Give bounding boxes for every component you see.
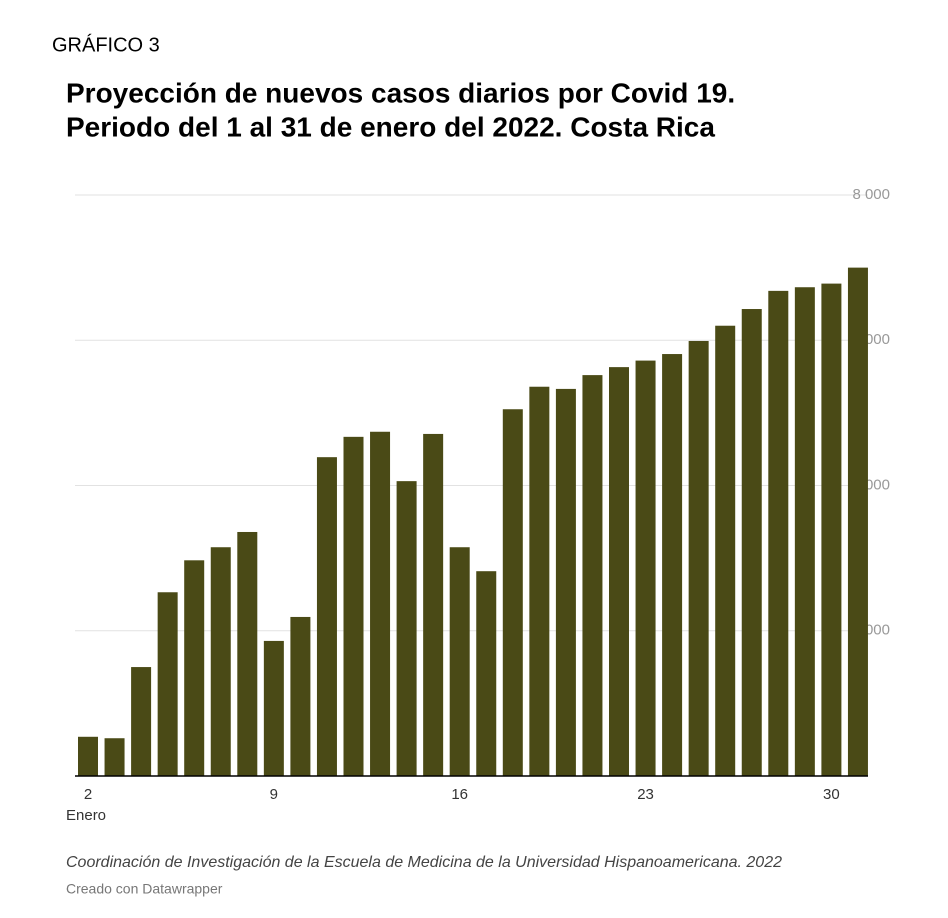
chart-title: Proyección de nuevos casos diarios por C…: [66, 77, 735, 108]
x-tick-label: 9: [270, 786, 278, 803]
x-tick-label: 30: [823, 786, 840, 803]
bar: [768, 290, 789, 776]
bar: [847, 267, 868, 776]
bar: [290, 616, 311, 776]
x-tick-label: 2: [84, 786, 92, 803]
bar: [316, 457, 337, 776]
bar: [184, 560, 205, 776]
bar: [529, 386, 550, 776]
chart-title: Periodo del 1 al 31 de enero del 2022. C…: [66, 111, 715, 142]
bar: [555, 388, 576, 776]
bar: [370, 431, 391, 776]
chart-label: GRÁFICO 3: [52, 33, 160, 56]
bar: [157, 592, 178, 776]
x-tick-label: 16: [451, 786, 468, 803]
bar: [210, 547, 231, 776]
y-tick-label: 8 000: [852, 186, 890, 203]
bar: [263, 640, 284, 776]
caption: Coordinación de Investigación de la Escu…: [66, 854, 782, 871]
bar: [635, 360, 656, 776]
x-tick-label: 23: [637, 786, 654, 803]
bar: [78, 736, 98, 776]
bar: [343, 436, 364, 776]
credit: Creado con Datawrapper: [66, 881, 223, 897]
bar: [423, 433, 444, 776]
bar: [582, 375, 603, 776]
bar: [449, 547, 470, 776]
x-axis-label: Enero: [66, 807, 106, 824]
bar: [476, 571, 497, 776]
bar: [237, 531, 258, 776]
bar: [502, 409, 523, 776]
bar: [104, 738, 125, 776]
bar: [662, 354, 683, 776]
bar: [131, 667, 152, 776]
bar: [821, 283, 842, 776]
bar: [794, 287, 815, 776]
bar: [715, 325, 736, 776]
bar: [688, 340, 709, 776]
bar: [741, 309, 762, 776]
bar: [396, 481, 417, 776]
bar: [609, 367, 629, 776]
